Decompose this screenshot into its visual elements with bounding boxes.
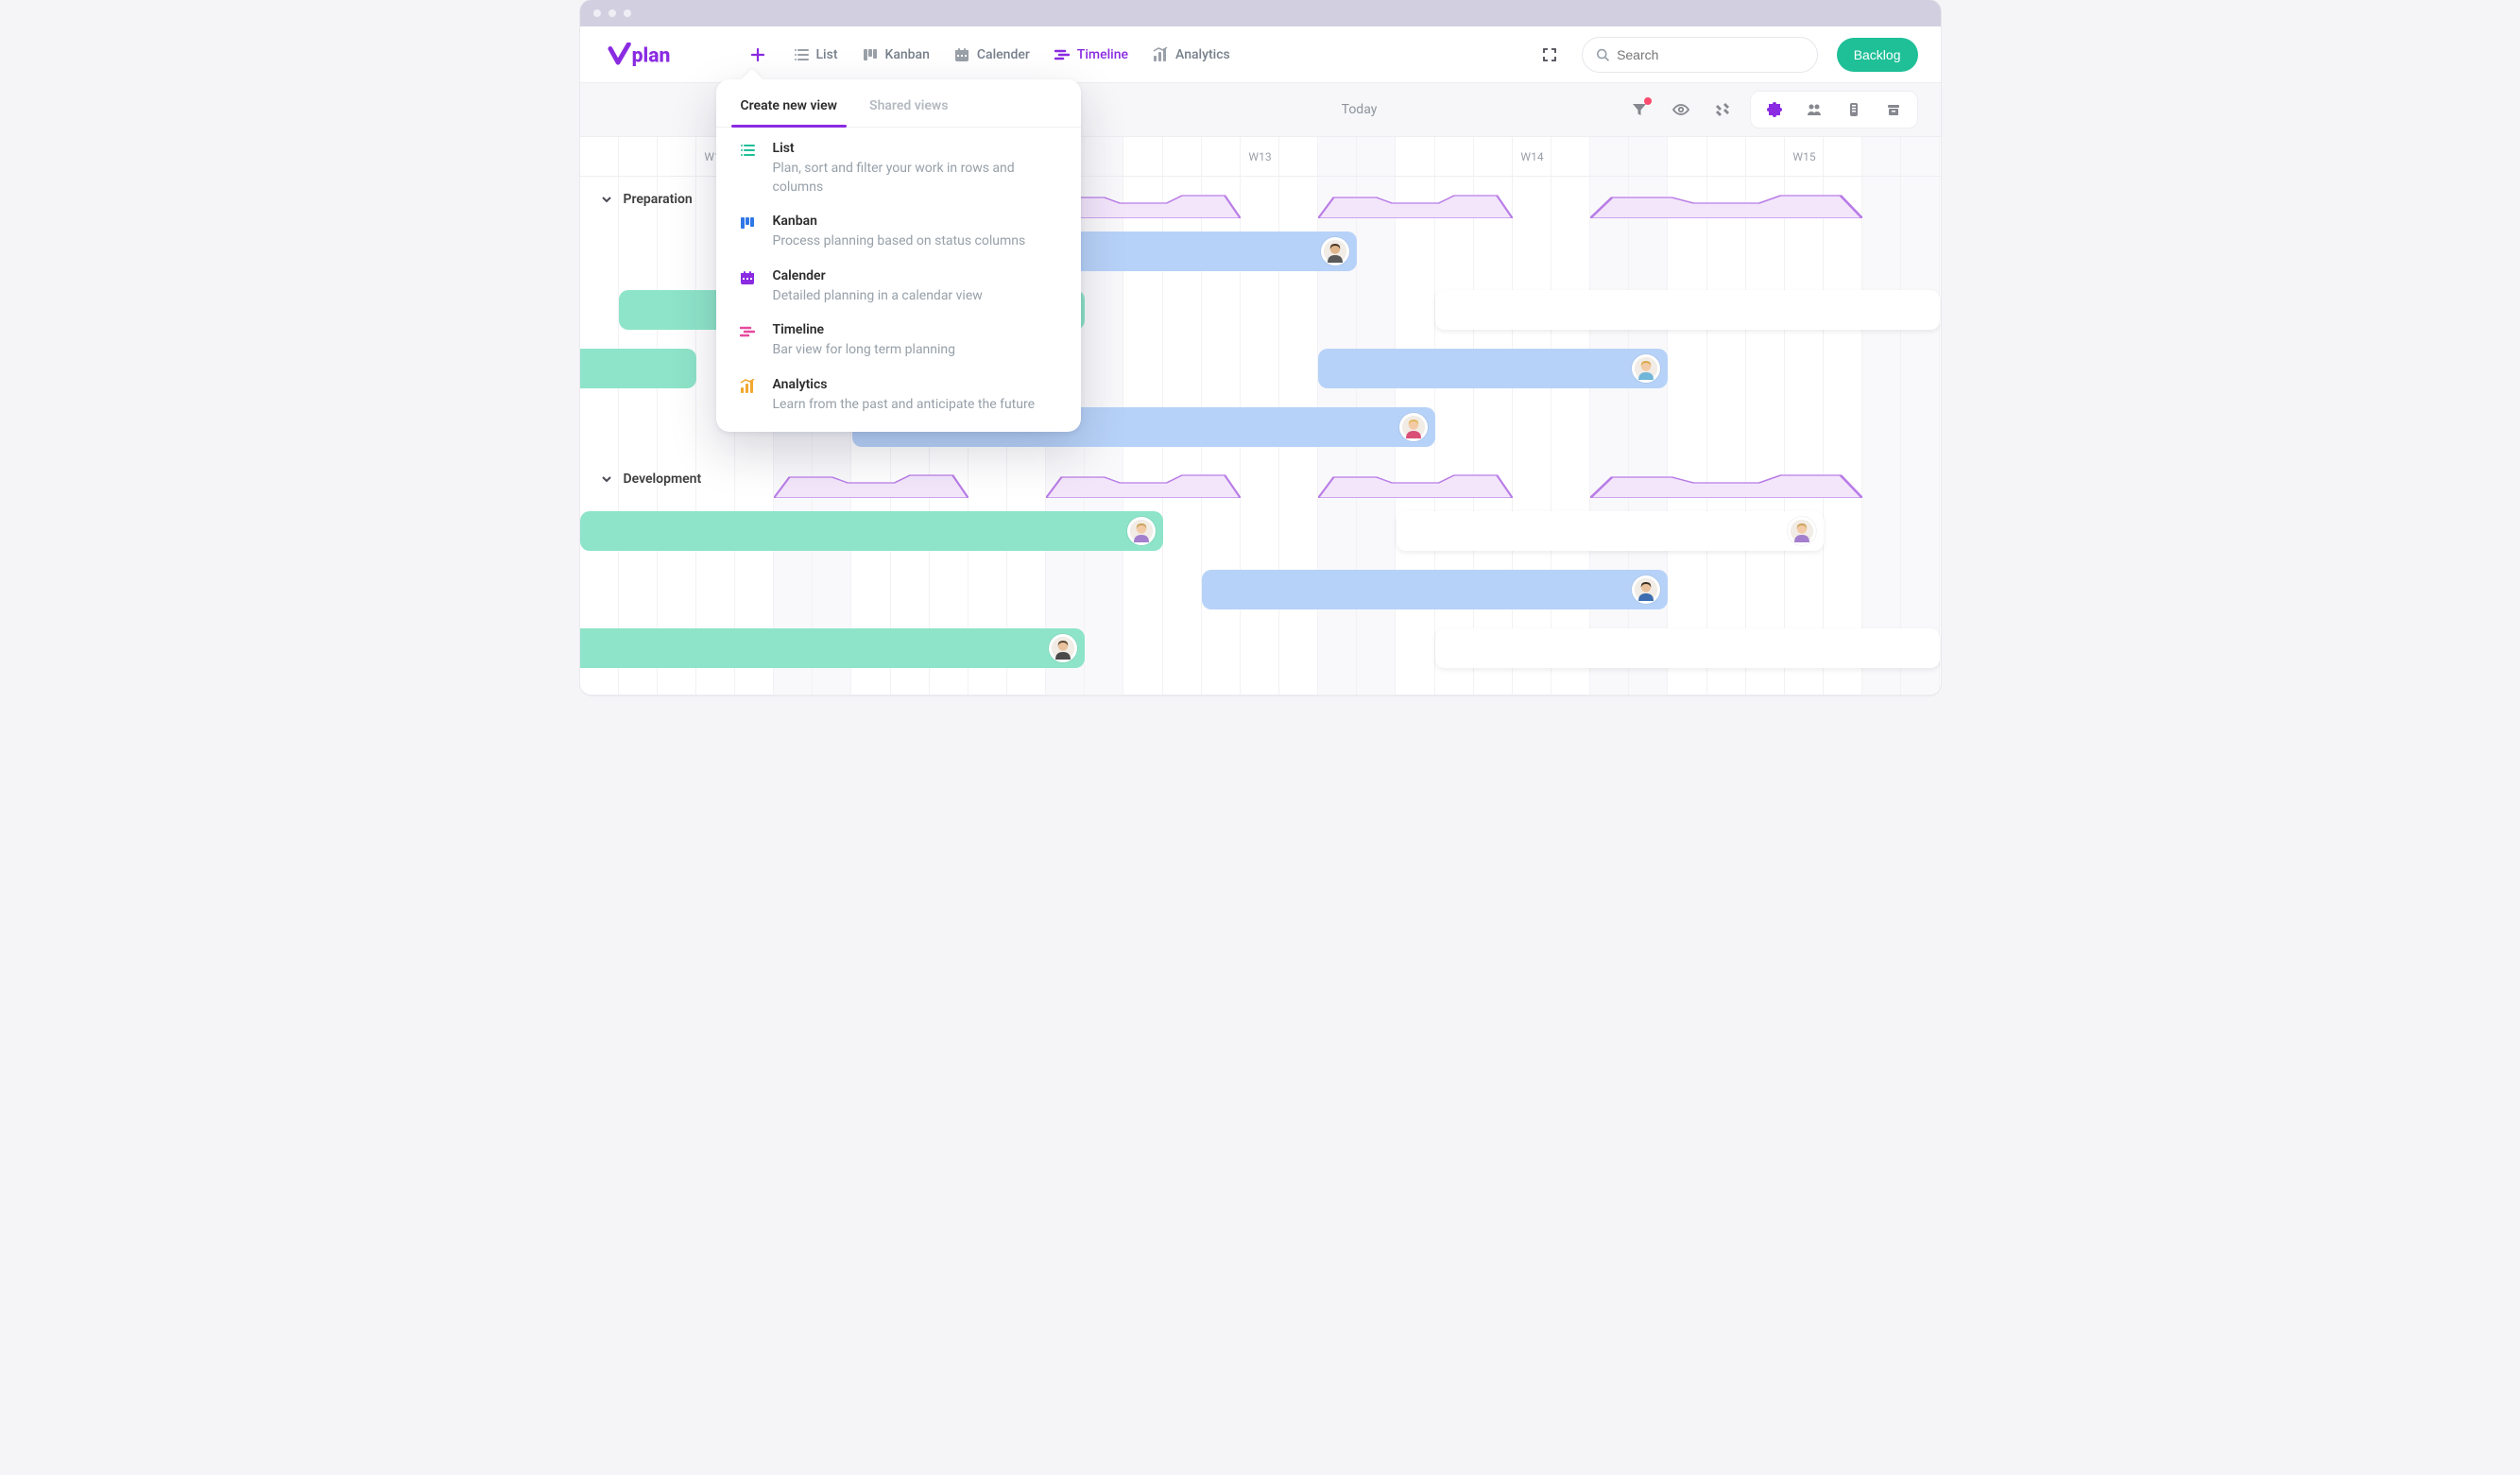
nav-tab-list[interactable]: List — [794, 47, 838, 62]
timeline-bar[interactable] — [580, 511, 1163, 551]
add-view-button[interactable] — [745, 42, 771, 68]
timeline-bar[interactable] — [1318, 349, 1668, 388]
week-label: W15 — [1669, 137, 1941, 177]
section-header[interactable]: Development — [580, 456, 1941, 502]
fullscreen-icon[interactable] — [1536, 42, 1563, 68]
dropdown-item-desc: Bar view for long term planning — [773, 341, 956, 360]
filter-badge — [1644, 97, 1652, 105]
search-input[interactable] — [1617, 47, 1804, 62]
nav-tab-calender[interactable]: Calender — [954, 47, 1030, 62]
chevron-down-icon — [599, 472, 614, 487]
timeline-bar[interactable] — [1397, 511, 1825, 551]
dropdown-item-title: Kanban — [773, 214, 1026, 229]
dropdown-tab[interactable]: Shared views — [869, 98, 948, 127]
window-chrome — [580, 0, 1941, 26]
app-logo: plan — [603, 43, 707, 67]
dropdown-item-desc: Plan, sort and filter your work in rows … — [773, 160, 1056, 197]
team-icon[interactable] — [1800, 95, 1828, 124]
svg-text:plan: plan — [631, 43, 670, 67]
toolbar-group — [1750, 91, 1918, 129]
week-label: W13 — [1124, 137, 1397, 177]
assignee-avatar — [1788, 517, 1816, 545]
assignee-avatar — [1049, 634, 1077, 662]
assignee-avatar — [1632, 575, 1660, 604]
assignee-avatar — [1399, 413, 1428, 441]
nav-tab-timeline[interactable]: Timeline — [1054, 47, 1128, 62]
dropdown-item-title: Analytics — [773, 377, 1036, 392]
assignee-avatar — [1321, 237, 1349, 266]
dropdown-item-timeline[interactable]: Timeline Bar view for long term planning — [716, 309, 1081, 364]
timeline-bar[interactable] — [1435, 290, 1941, 330]
timeline-row — [580, 619, 1941, 677]
nav-tab-label: Analytics — [1175, 47, 1230, 62]
section-title: Preparation — [624, 192, 693, 207]
create-view-dropdown: Create new view Shared views List Plan, s… — [716, 79, 1081, 432]
puzzle-icon[interactable] — [1760, 95, 1789, 124]
dropdown-item-title: Timeline — [773, 322, 956, 337]
dropdown-item-calender[interactable]: Calender Detailed planning in a calendar… — [716, 255, 1081, 310]
timeline-icon — [737, 324, 758, 360]
app-header: plan List Kanban Calender Timeline Analytics… — [580, 26, 1941, 83]
calender-icon — [954, 47, 969, 62]
list-icon — [737, 143, 758, 197]
timeline-bar[interactable] — [1435, 628, 1941, 668]
kanban-icon — [863, 47, 878, 62]
backlog-button[interactable]: Backlog — [1837, 38, 1918, 72]
dropdown-item-desc: Detailed planning in a calendar view — [773, 287, 983, 306]
visibility-icon[interactable] — [1667, 95, 1695, 124]
timeline-row — [580, 502, 1941, 560]
analytics-icon — [1153, 47, 1168, 62]
tools-icon[interactable] — [1708, 95, 1737, 124]
resource-icon[interactable] — [1840, 95, 1868, 124]
nav-tab-kanban[interactable]: Kanban — [863, 47, 930, 62]
view-tabs: List Kanban Calender Timeline Analytics — [794, 47, 1230, 62]
assignee-avatar — [1127, 517, 1156, 545]
window-dot — [609, 9, 616, 17]
archive-icon[interactable] — [1879, 95, 1908, 124]
kanban-icon — [737, 215, 758, 251]
section-title: Development — [624, 472, 702, 487]
dropdown-item-analytics[interactable]: Analytics Learn from the past and antici… — [716, 364, 1081, 419]
week-label: W14 — [1397, 137, 1669, 177]
assignee-avatar — [1632, 354, 1660, 383]
nav-tab-analytics[interactable]: Analytics — [1153, 47, 1230, 62]
dropdown-tabs: Create new view Shared views — [716, 79, 1081, 128]
list-icon — [794, 47, 809, 62]
timeline-bar[interactable] — [580, 628, 1086, 668]
nav-tab-label: Calender — [977, 47, 1030, 62]
nav-tab-label: List — [816, 47, 838, 62]
dropdown-item-title: List — [773, 141, 1056, 156]
dropdown-item-desc: Process planning based on status columns — [773, 232, 1026, 251]
window-dot — [624, 9, 631, 17]
calender-icon — [737, 270, 758, 306]
nav-tab-label: Timeline — [1077, 47, 1128, 62]
dropdown-item-kanban[interactable]: Kanban Process planning based on status … — [716, 200, 1081, 255]
timeline-icon — [1054, 47, 1070, 62]
timeline-bar[interactable] — [580, 349, 696, 388]
dropdown-item-desc: Learn from the past and anticipate the f… — [773, 396, 1036, 415]
window-dot — [593, 9, 601, 17]
filter-icon[interactable] — [1625, 95, 1654, 124]
search-icon — [1596, 47, 1609, 62]
today-button[interactable]: Today — [1332, 98, 1387, 121]
chevron-down-icon — [599, 192, 614, 207]
search-field[interactable] — [1582, 37, 1818, 73]
dropdown-tab[interactable]: Create new view — [741, 98, 838, 127]
timeline-row — [580, 560, 1941, 619]
dropdown-item-title: Calender — [773, 268, 983, 283]
nav-tab-label: Kanban — [885, 47, 930, 62]
timeline-bar[interactable] — [1202, 570, 1669, 609]
analytics-icon — [737, 379, 758, 415]
dropdown-item-list[interactable]: List Plan, sort and filter your work in … — [716, 128, 1081, 200]
